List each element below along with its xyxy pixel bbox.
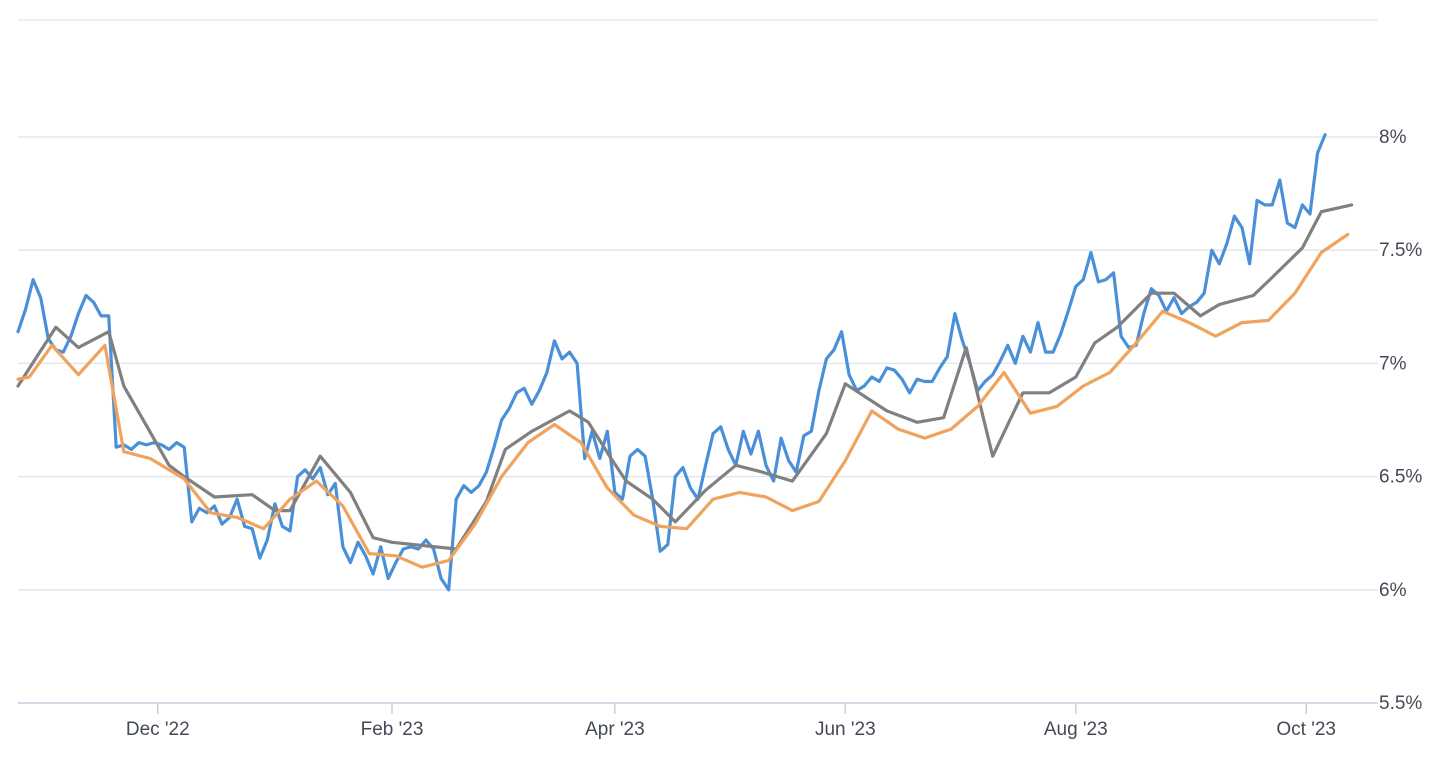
y-tick-label: 5.5% bbox=[1379, 693, 1422, 714]
y-tick-label: 7% bbox=[1379, 353, 1407, 374]
y-gridlines bbox=[18, 136, 1378, 704]
x-tick-label: Feb '23 bbox=[361, 719, 424, 740]
series-lines bbox=[16, 133, 1354, 592]
series-line-1 bbox=[16, 133, 1327, 592]
series-line-2 bbox=[16, 203, 1354, 551]
x-tick-label: Dec '22 bbox=[126, 719, 190, 740]
y-tick-label: 7.5% bbox=[1379, 240, 1422, 261]
y-axis-labels: 5.5% 6% 6.5% 7% 7.5% 8% bbox=[1379, 127, 1422, 714]
y-tick-label: 6.5% bbox=[1379, 467, 1422, 488]
x-tick-label: Aug '23 bbox=[1044, 719, 1108, 740]
x-tick-label: Oct '23 bbox=[1276, 719, 1336, 740]
x-tick-label: Jun '23 bbox=[815, 719, 876, 740]
x-tick-label: Apr '23 bbox=[585, 719, 645, 740]
y-tick-label: 8% bbox=[1379, 127, 1407, 148]
y-tick-label: 6% bbox=[1379, 580, 1407, 601]
series-line-3 bbox=[16, 232, 1350, 569]
x-axis: Dec '22 Feb '23 Apr '23 Jun '23 Aug '23 Oct '… bbox=[126, 703, 1336, 740]
